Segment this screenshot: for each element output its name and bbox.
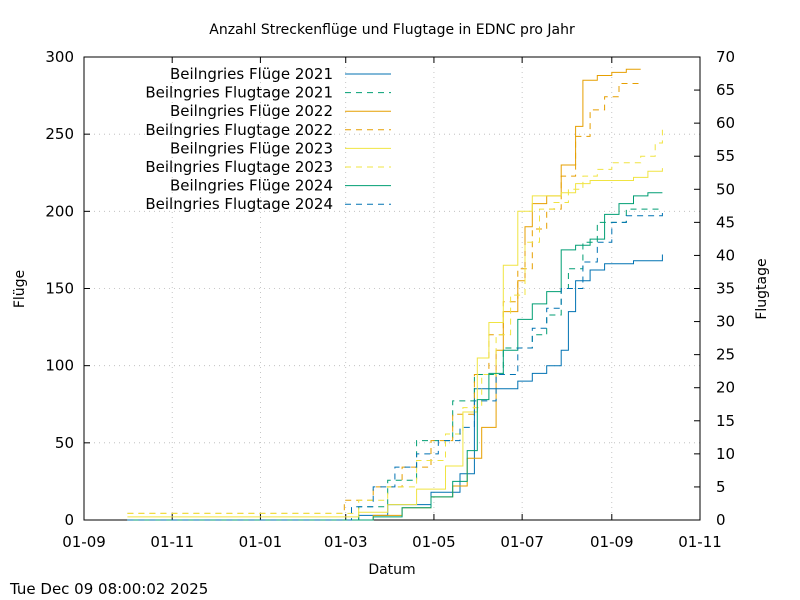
legend-label: Beilngries Flugtage 2022 [145, 121, 333, 139]
footer-timestamp: Tue Dec 09 08:00:02 2025 [10, 580, 209, 598]
x-tick-label: 01-05 [412, 533, 456, 551]
series-line-5 [127, 129, 663, 514]
legend-label: Beilngries Flüge 2021 [170, 65, 333, 83]
legend-label: Beilngries Flugtage 2021 [145, 84, 333, 102]
y-tick-label: 300 [45, 48, 74, 66]
legend-label: Beilngries Flüge 2022 [170, 102, 333, 120]
series-line-0 [127, 254, 663, 521]
y2-tick-label: 30 [716, 313, 735, 331]
chart-title: Anzahl Streckenflüge und Flugtage in EDN… [209, 22, 575, 38]
legend-label: Beilngries Flugtage 2023 [145, 158, 333, 176]
y2-tick-label: 35 [716, 280, 735, 298]
y-tick-label: 200 [45, 202, 74, 220]
y2-tick-label: 20 [716, 379, 735, 397]
y2-tick-label: 50 [716, 180, 735, 198]
y2-tick-label: 5 [716, 478, 726, 496]
y2-tick-label: 70 [716, 48, 735, 66]
y2-tick-label: 60 [716, 114, 735, 132]
legend-label: Beilngries Flüge 2023 [170, 139, 333, 157]
y-tick-label: 100 [45, 357, 74, 375]
series-line-7 [127, 209, 663, 521]
x-tick-label: 01-07 [500, 533, 544, 551]
y-tick-label: 50 [55, 434, 74, 452]
x-tick-label: 01-01 [239, 533, 283, 551]
y2-tick-label: 15 [716, 412, 735, 430]
x-axis-label: Datum [368, 562, 415, 578]
y-tick-label: 250 [45, 125, 74, 143]
y2-tick-label: 0 [716, 511, 726, 529]
series-line-6 [127, 192, 663, 521]
legend-label: Beilngries Flugtage 2024 [145, 195, 333, 213]
x-tick-label: 01-03 [324, 533, 368, 551]
y2-tick-label: 65 [716, 81, 735, 99]
y2-tick-label: 55 [716, 147, 735, 165]
series-line-4 [127, 168, 663, 518]
x-tick-label: 01-11 [678, 533, 722, 551]
y2-tick-label: 25 [716, 346, 735, 364]
y2-tick-label: 45 [716, 213, 735, 231]
series-lines [127, 68, 663, 521]
y-tick-label: 0 [64, 511, 74, 529]
legend-label: Beilngries Flüge 2024 [170, 177, 333, 195]
y2-axis-label: Flugtage [754, 258, 770, 319]
y2-tick-label: 40 [716, 246, 735, 264]
x-tick-label: 01-09 [590, 533, 634, 551]
x-tick-label: 01-11 [150, 533, 194, 551]
y-axis-label: Flüge [12, 270, 28, 308]
axis-ticks: 01-09 01-11 01-01 01-03 01-05 01-07 01-09 01-11… [45, 48, 735, 551]
x-tick-label: 01-09 [62, 533, 106, 551]
y2-tick-label: 10 [716, 445, 735, 463]
series-line-1 [127, 208, 663, 521]
y-tick-label: 150 [45, 280, 74, 298]
